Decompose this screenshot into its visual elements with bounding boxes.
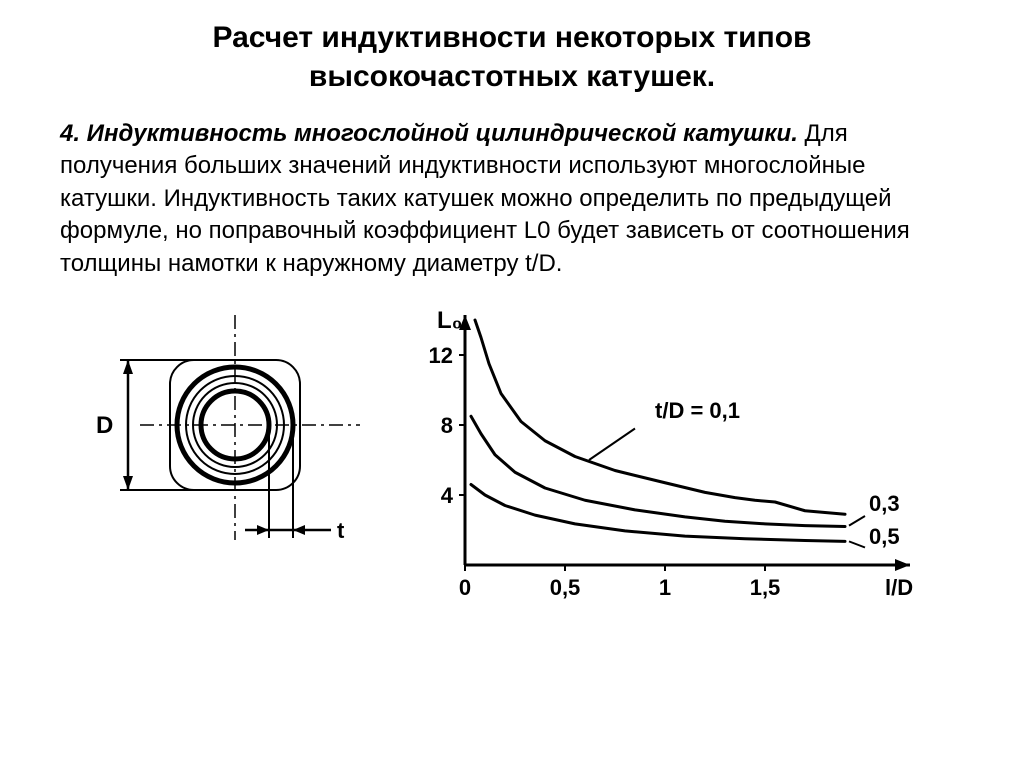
page-title: Расчет индуктивности некоторых типов выс… [60, 18, 964, 96]
svg-text:4: 4 [441, 483, 454, 508]
svg-text:1: 1 [659, 575, 671, 600]
svg-text:t: t [337, 518, 345, 543]
coil-diagram: Dt [60, 295, 370, 570]
svg-text:0,5: 0,5 [550, 575, 581, 600]
title-line-1: Расчет индуктивности некоторых типов [212, 21, 811, 54]
figures-row: Dt 4 8 12 0 0,5 1 1,5 L₀ l/D t/D = 0,1 0,3 0,5 [60, 295, 964, 610]
svg-text:8: 8 [441, 413, 453, 438]
chart: 4 8 12 0 0,5 1 1,5 L₀ l/D t/D = 0,1 0,3 0,5 [390, 295, 964, 610]
svg-text:0,5: 0,5 [869, 524, 900, 549]
svg-text:1,5: 1,5 [750, 575, 781, 600]
svg-text:12: 12 [429, 343, 453, 368]
svg-text:D: D [96, 412, 113, 439]
title-line-2: высокочастотных катушек. [309, 60, 715, 93]
coil-svg: Dt [60, 295, 370, 565]
body-paragraph: 4. Индуктивность многослойной цилиндриче… [60, 118, 964, 280]
lead-text: 4. Индуктивность многослойной цилиндриче… [60, 120, 798, 147]
svg-text:0,3: 0,3 [869, 491, 900, 516]
svg-text:0: 0 [459, 575, 471, 600]
svg-text:L₀: L₀ [437, 307, 462, 334]
svg-text:l/D: l/D [885, 575, 913, 600]
chart-svg: 4 8 12 0 0,5 1 1,5 L₀ l/D t/D = 0,1 0,3 0,5 [390, 295, 950, 605]
svg-text:t/D = 0,1: t/D = 0,1 [655, 398, 740, 423]
